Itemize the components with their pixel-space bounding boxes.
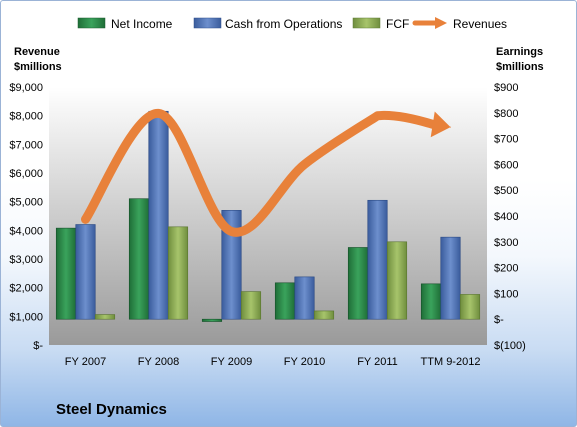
- left-tick-label: $8,000: [9, 111, 43, 123]
- legend-label-net-income: Net Income: [111, 17, 173, 31]
- company-name: Steel Dynamics: [56, 401, 167, 418]
- bar-cash-from-operations: [148, 110, 169, 320]
- left-tick-label: $6,000: [9, 168, 43, 180]
- left-tick-label: $3,000: [9, 254, 43, 266]
- left-tick-label: $4,000: [9, 225, 43, 237]
- x-tick-label: FY 2011: [357, 356, 398, 368]
- bar-net-income: [55, 227, 77, 320]
- bar-cash-from-operations: [294, 276, 315, 320]
- legend-swatch-revenues: [412, 17, 447, 29]
- plot-area: [49, 87, 487, 345]
- revenue-point: [85, 218, 86, 220]
- bar-net-income: [347, 247, 369, 320]
- bar-cash-from-operations: [367, 199, 388, 320]
- right-tick-label: $(100): [494, 340, 526, 352]
- bar-fcf: [240, 291, 262, 320]
- x-tick-label: FY 2010: [284, 356, 325, 368]
- left-axis-ticks: $- $1,000 $2,000 $3,000 $4,000 $5,000 $6,000 $7…: [9, 82, 43, 352]
- left-tick-label: $9,000: [9, 82, 43, 94]
- right-tick-label: $900: [494, 82, 518, 94]
- x-tick-label: TTM 9-2012: [421, 356, 481, 368]
- bar-fcf: [167, 226, 189, 320]
- x-tick-label: FY 2007: [65, 356, 106, 368]
- right-axis-title-line1: Earnings: [496, 46, 543, 58]
- right-tick-label: $600: [494, 159, 518, 171]
- right-axis-title-line2: $millions: [496, 61, 544, 73]
- revenue-point: [377, 115, 378, 117]
- legend-swatch-net-income: [77, 17, 106, 29]
- legend-label-fcf: FCF: [386, 17, 409, 31]
- left-tick-label: $5,000: [9, 197, 43, 209]
- left-axis-title-line2: $millions: [14, 61, 62, 73]
- revenue-point: [450, 126, 451, 128]
- right-tick-label: $500: [494, 185, 518, 197]
- right-tick-label: $300: [494, 237, 518, 249]
- bar-cash-from-operations: [75, 224, 96, 320]
- revenue-point: [158, 112, 159, 114]
- bar-net-income: [201, 318, 223, 322]
- left-axis-title-line1: Revenue: [14, 46, 60, 58]
- bar-fcf: [313, 310, 335, 320]
- legend-label-cash-from-operations: Cash from Operations: [225, 17, 342, 31]
- legend-label-revenues: Revenues: [453, 17, 507, 31]
- right-tick-label: $700: [494, 134, 518, 146]
- bar-cash-from-operations: [440, 236, 461, 320]
- x-tick-label: FY 2009: [211, 356, 252, 368]
- right-axis-ticks: $(100) $- $100 $200 $300 $400 $500 $600 $700 $800…: [494, 82, 526, 352]
- right-tick-label: $400: [494, 211, 518, 223]
- revenue-line: [81, 108, 451, 237]
- right-tick-label: $200: [494, 263, 518, 275]
- right-tick-label: $100: [494, 288, 518, 300]
- bar-net-income: [128, 198, 150, 320]
- bar-fcf: [459, 294, 481, 320]
- left-tick-label: $-: [33, 340, 43, 352]
- legend-swatch-cash-from-operations: [193, 17, 222, 29]
- right-tick-label: $800: [494, 108, 518, 120]
- bar-fcf: [386, 241, 408, 320]
- revenue-arrowhead: [430, 111, 451, 138]
- left-tick-label: $1,000: [9, 311, 43, 323]
- bar-net-income: [420, 283, 442, 320]
- revenue-point: [231, 230, 232, 232]
- chart-legend: Net Income Cash from Operations FCF Reve…: [77, 17, 507, 31]
- left-tick-label: $2,000: [9, 283, 43, 295]
- legend-swatch-fcf: [352, 17, 381, 29]
- bar-series: [55, 110, 481, 322]
- x-axis-ticks: FY 2007 FY 2008 FY 2009 FY 2010 FY 2011 TTM 9…: [65, 356, 481, 368]
- bar-net-income: [274, 282, 296, 320]
- x-tick-label: FY 2008: [138, 356, 179, 368]
- right-tick-label: $-: [494, 314, 504, 326]
- bar-fcf: [94, 314, 116, 320]
- left-tick-label: $7,000: [9, 139, 43, 151]
- bar-cash-from-operations: [221, 210, 242, 320]
- revenue-point: [304, 163, 305, 165]
